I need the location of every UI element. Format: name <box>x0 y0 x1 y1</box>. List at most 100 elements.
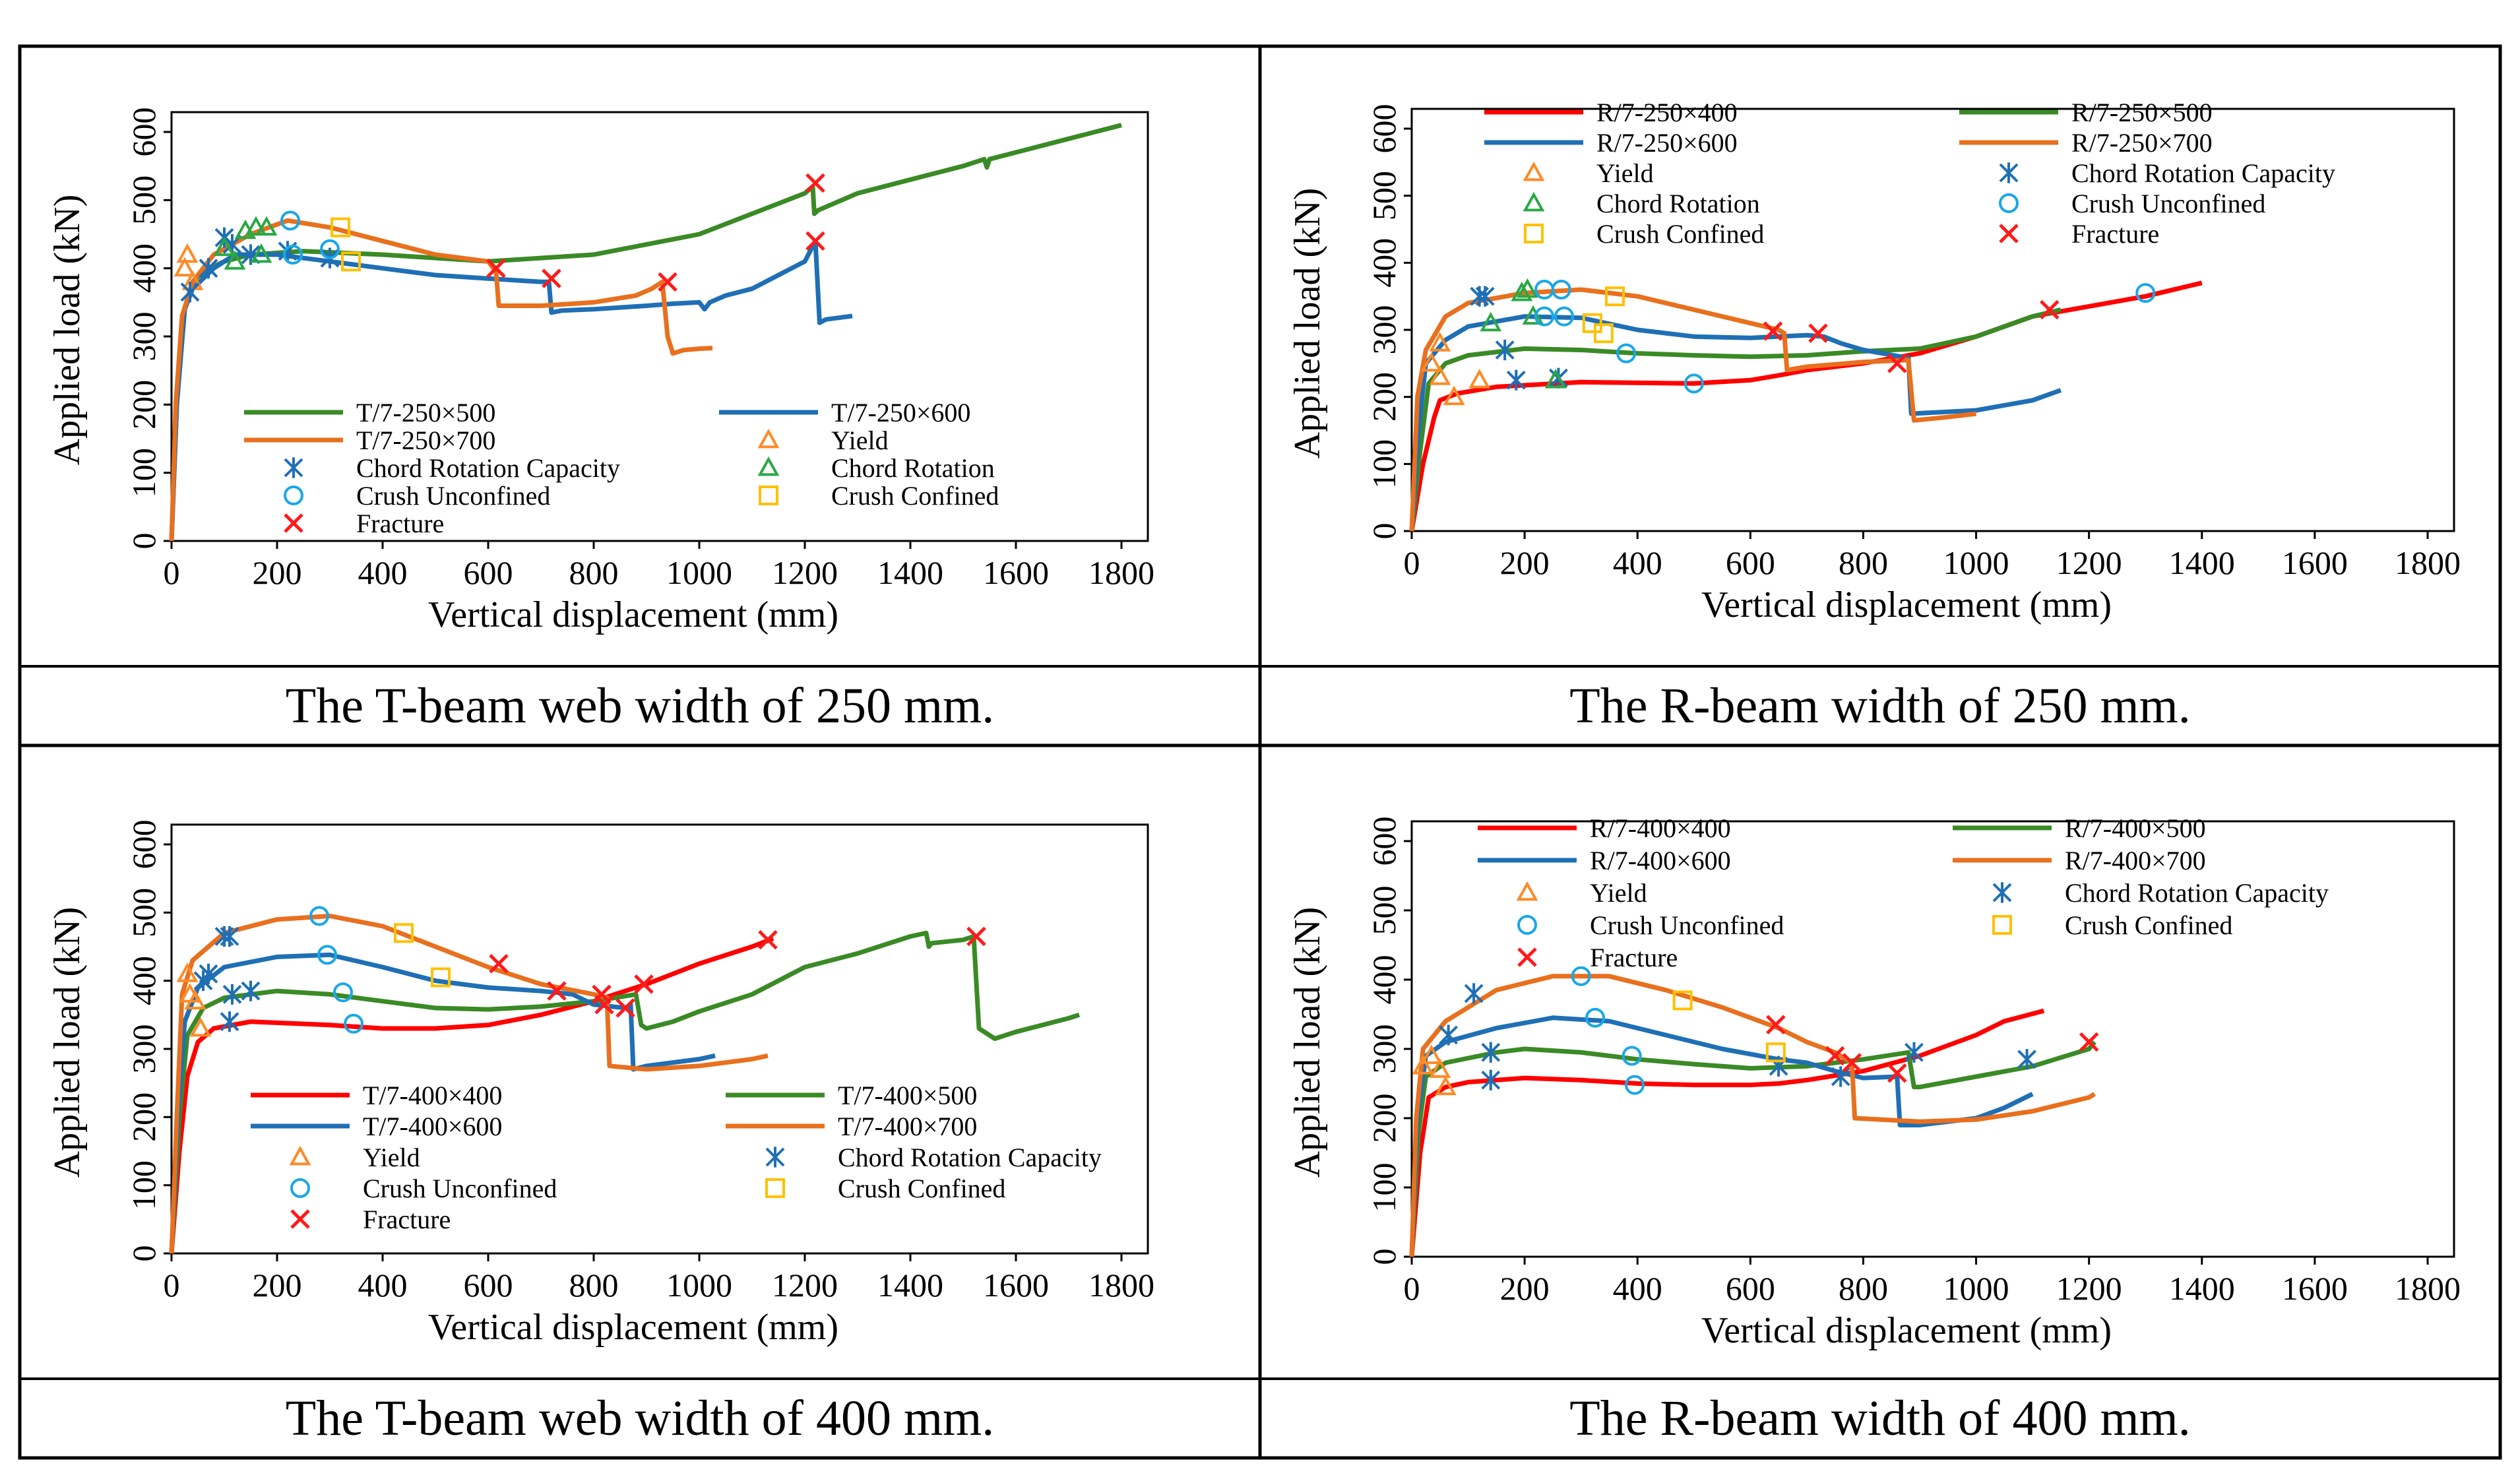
data-marker-triangle <box>1443 385 1465 406</box>
data-marker-circle <box>1624 1075 1645 1095</box>
data-marker-x <box>1763 321 1783 341</box>
legend-label: R/7-400×400 <box>1590 813 1731 843</box>
y-tick-label: 0 <box>125 1245 162 1262</box>
legend: T/7-400×400 T/7-400×500 T/7-400×600 T/7-400… <box>251 1081 1102 1234</box>
x-tick-label: 600 <box>1726 1270 1775 1307</box>
data-marker-circle <box>2135 283 2156 303</box>
legend-marker <box>1992 882 2012 903</box>
legend-label: T/7-250×500 <box>356 398 495 427</box>
y-tick-label: 100 <box>1366 439 1402 489</box>
data-marker-x <box>2079 1032 2099 1052</box>
legend-label: Chord Rotation <box>831 453 995 483</box>
data-marker-x <box>805 173 825 193</box>
legend-label: R/7-400×500 <box>2065 813 2206 843</box>
legend-marker <box>1523 191 1545 212</box>
legend-marker <box>765 1178 785 1198</box>
data-marker-square <box>331 217 350 237</box>
data-marker-x <box>615 998 635 1018</box>
x-tick-label: 200 <box>1500 544 1550 581</box>
y-tick-label: 100 <box>1366 1163 1402 1213</box>
data-marker-triangle <box>189 1017 212 1037</box>
y-tick-label: 600 <box>1366 104 1402 154</box>
y-tick-label: 500 <box>1366 886 1402 935</box>
data-marker-x <box>594 995 614 1015</box>
data-marker-asterisk <box>1506 369 1526 391</box>
x-tick-label: 0 <box>164 1267 180 1304</box>
data-marker-x <box>489 954 509 974</box>
panel-t-beam-250: 0 200 400 600 800 1000 1200 1400 1600 1800 0 100 200… <box>47 108 1154 734</box>
legend-label: Crush Unconfined <box>363 1174 557 1203</box>
x-tick-label: 0 <box>1404 1270 1420 1307</box>
y-tick-label: 600 <box>125 108 162 157</box>
y-axis-label: Applied load (kN) <box>1287 907 1328 1178</box>
caption-t-beam-250: The T-beam web width of 250 mm. <box>286 678 994 734</box>
panel-r-beam-400: 0 200 400 600 800 1000 1200 1400 1600 1800 0 100 200… <box>1287 813 2461 1446</box>
x-tick-label: 1800 <box>2395 1270 2461 1307</box>
legend-marker <box>1523 161 1545 181</box>
legend-label: Crush Unconfined <box>356 481 550 511</box>
data-marker-x <box>758 930 778 950</box>
x-tick-label: 1200 <box>772 1267 838 1304</box>
x-tick-label: 800 <box>1839 1270 1888 1307</box>
y-axis-label: Applied load (kN) <box>47 195 88 466</box>
legend-label: Crush Unconfined <box>2071 189 2265 218</box>
x-tick-label: 200 <box>253 1267 302 1304</box>
legend-label: Yield <box>1596 158 1654 188</box>
y-tick-label: 100 <box>125 1160 162 1210</box>
legend-label: Fracture <box>363 1205 451 1234</box>
data-marker-circle <box>309 906 329 926</box>
legend-marker <box>1999 224 2019 243</box>
x-axis-label: Vertical displacement (mm) <box>1701 1310 2112 1351</box>
legend-marker <box>759 486 778 505</box>
plot-frame <box>170 111 1149 542</box>
data-marker-triangle <box>1420 352 1443 372</box>
y-tick-label: 400 <box>125 956 162 1005</box>
y-tick-label: 500 <box>125 888 162 937</box>
data-marker-x <box>542 268 561 288</box>
legend-marker <box>284 486 303 505</box>
x-tick-label: 1600 <box>983 554 1049 591</box>
x-tick-label: 0 <box>1404 544 1420 581</box>
data-marker-asterisk <box>1831 1066 1850 1087</box>
x-tick-label: 1600 <box>2282 544 2348 581</box>
data-marker-asterisk <box>220 1011 239 1032</box>
data-marker-circle <box>320 239 340 259</box>
legend-marker <box>290 1209 310 1229</box>
data-marker-circle <box>1551 280 1571 299</box>
legend-label: Fracture <box>356 509 444 538</box>
data-marker-asterisk <box>1475 286 1495 307</box>
x-tick-label: 600 <box>464 554 513 591</box>
x-axis-label: Vertical displacement (mm) <box>1701 584 2112 625</box>
plot-area-r400: 0 200 400 600 800 1000 1200 1400 1600 1800 0 100 200… <box>1287 813 2461 1351</box>
y-tick-label: 600 <box>125 820 162 869</box>
data-marker-square <box>1593 323 1614 344</box>
legend-marker <box>1524 224 1544 243</box>
legend-label: T/7-400×700 <box>838 1112 977 1141</box>
data-marker-asterisk <box>1905 1042 1924 1063</box>
data-marker-x <box>1887 354 1907 373</box>
legend-label: Yield <box>831 425 889 455</box>
y-tick-label: 200 <box>1366 372 1402 422</box>
data-marker-triangle <box>1429 332 1451 352</box>
data-marker-x <box>1766 1015 1786 1035</box>
data-marker-asterisk <box>180 282 200 303</box>
legend-marker <box>1517 947 1537 967</box>
data-marker-asterisk <box>1481 1069 1501 1090</box>
y-tick-label: 300 <box>125 312 162 362</box>
legend-label: R/7-250×600 <box>1596 128 1738 158</box>
x-tick-label: 1000 <box>666 554 732 591</box>
data-marker-asterisk <box>220 926 239 947</box>
data-marker-triangle <box>1434 1075 1457 1096</box>
x-tick-label: 400 <box>1613 1270 1662 1307</box>
y-tick-label: 200 <box>125 1092 162 1142</box>
x-tick-label: 800 <box>569 554 619 591</box>
series-line <box>1409 307 2062 532</box>
legend-marker <box>1516 881 1538 901</box>
legend-label: Crush Confined <box>1596 219 1764 249</box>
series-line <box>1409 287 1977 532</box>
data-marker-triangle <box>224 250 246 270</box>
data-marker-x <box>2040 299 2060 320</box>
legend-label: Yield <box>363 1143 420 1172</box>
x-tick-label: 1600 <box>983 1267 1049 1304</box>
